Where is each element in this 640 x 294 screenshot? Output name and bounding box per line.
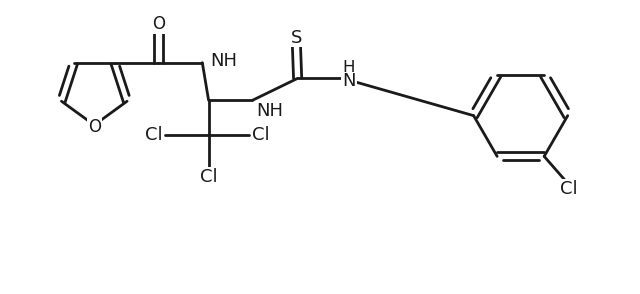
Text: NH: NH bbox=[210, 52, 237, 70]
Text: H: H bbox=[343, 59, 355, 77]
Text: Cl: Cl bbox=[200, 168, 218, 186]
Text: Cl: Cl bbox=[145, 126, 162, 144]
Text: N: N bbox=[342, 73, 356, 91]
Text: Cl: Cl bbox=[561, 180, 578, 198]
Text: S: S bbox=[291, 29, 302, 46]
Text: Cl: Cl bbox=[252, 126, 269, 144]
Text: O: O bbox=[88, 118, 100, 136]
Text: NH: NH bbox=[256, 102, 284, 120]
Text: O: O bbox=[152, 15, 165, 33]
